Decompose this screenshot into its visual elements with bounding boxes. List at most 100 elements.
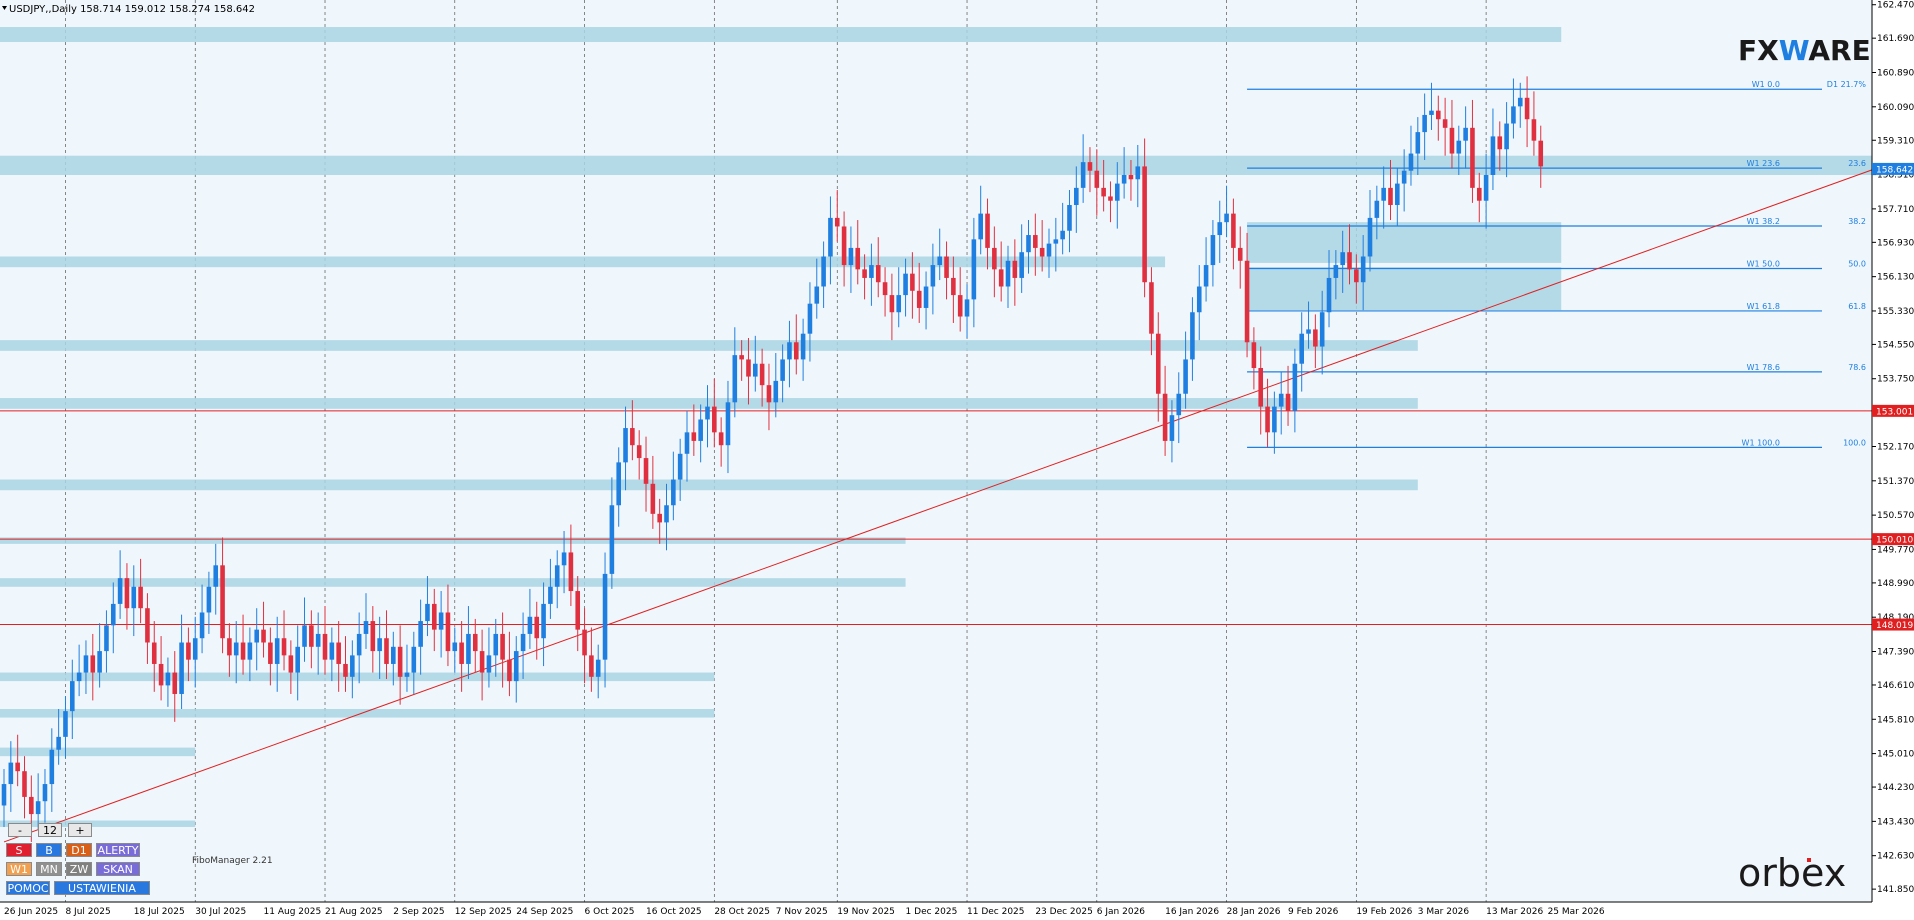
bearish-candle [1108, 196, 1113, 201]
panel-button-skan[interactable]: SKAN [96, 862, 140, 876]
zone-band [0, 537, 906, 544]
chart-background [0, 0, 1872, 902]
y-tick-label: 148.190 [1877, 613, 1914, 623]
bullish-candle [698, 419, 703, 441]
bearish-candle [1033, 235, 1038, 248]
panel-button-zw[interactable]: ZW [66, 862, 92, 876]
zone-band [0, 578, 906, 587]
bullish-candle [1326, 277, 1332, 313]
bearish-candle [916, 290, 922, 308]
bullish-candle [295, 646, 300, 673]
bullish-candle [233, 642, 239, 656]
bearish-candle [1476, 187, 1482, 201]
bearish-candle [1012, 260, 1018, 278]
panel-button-ustawienia[interactable]: USTAWIENIA [54, 881, 150, 895]
price-labels: 158.642 153.001 150.010 148.019 [1872, 162, 1914, 631]
chart-menu-triangle-icon[interactable] [2, 6, 7, 10]
bearish-candle [227, 638, 232, 656]
bullish-candle [828, 217, 833, 257]
bullish-candle [705, 406, 710, 420]
y-tick-label: 145.010 [1877, 750, 1914, 760]
fibo-level-label: W1 50.0 [1747, 259, 1780, 268]
panel-button-b[interactable]: B [36, 843, 62, 857]
bullish-candle [1224, 213, 1229, 223]
bullish-candle [677, 453, 683, 480]
price-label-text: 158.642 [1876, 165, 1913, 175]
bullish-candle [438, 612, 444, 630]
bearish-candle [1101, 187, 1106, 197]
fibo-level-value: 50.0 [1848, 259, 1866, 268]
bullish-candle [1278, 393, 1284, 407]
x-tick-label: 11 Aug 2025 [264, 907, 322, 917]
bullish-candle [1080, 162, 1086, 188]
bullish-candle [1176, 393, 1182, 416]
bearish-candle [1251, 342, 1257, 369]
bullish-candle [684, 432, 690, 454]
panel-button-mn[interactable]: MN [36, 862, 62, 876]
x-tick-label: 23 Dec 2025 [1035, 907, 1093, 917]
bearish-candle [862, 269, 867, 278]
fibo-level-label: W1 78.6 [1747, 363, 1780, 372]
bearish-candle [1087, 162, 1093, 171]
price-label-box [1872, 162, 1914, 175]
bearish-candle [1436, 110, 1441, 120]
y-tick-label: 155.330 [1877, 307, 1914, 317]
bullish-candle [800, 333, 806, 360]
bullish-candle [56, 736, 61, 750]
x-tick-label: 3 Mar 2026 [1418, 907, 1470, 917]
bullish-candle [787, 342, 792, 360]
bullish-candle [254, 629, 260, 643]
zone-band [0, 155, 1872, 175]
bearish-candle [1128, 174, 1134, 180]
bullish-candle [1019, 252, 1024, 278]
fibomanager-version: FiboManager 2.21 [192, 856, 273, 866]
panel-button-d1[interactable]: D1 [66, 843, 92, 857]
increase-button[interactable]: + [68, 823, 92, 837]
x-tick-label: 6 Jan 2026 [1097, 907, 1145, 917]
bullish-candle [903, 273, 908, 296]
bullish-candle [1, 784, 7, 806]
x-tick-label: 18 Jul 2025 [134, 907, 185, 917]
bullish-candle [971, 239, 977, 300]
bullish-candle [1408, 153, 1414, 171]
panel-button-w1[interactable]: W1 [6, 862, 32, 876]
bullish-candle [165, 672, 171, 686]
bullish-candle [1517, 97, 1523, 107]
panel-button-s[interactable]: S [6, 843, 32, 857]
bullish-candle [1046, 243, 1052, 257]
bearish-candle [1162, 393, 1168, 441]
bearish-candle [889, 295, 895, 313]
price-label-box [1872, 404, 1914, 417]
bearish-candle [281, 638, 287, 656]
count-field[interactable]: 12 [38, 823, 62, 837]
x-tick-label: 11 Dec 2025 [967, 907, 1025, 917]
bearish-candle [1244, 260, 1250, 343]
zone-band [1247, 222, 1562, 263]
bearish-candle [288, 655, 294, 673]
bullish-candle [1169, 415, 1175, 441]
bullish-candle [923, 286, 929, 308]
bullish-candle [391, 646, 396, 664]
decrease-button[interactable]: - [8, 823, 32, 837]
bearish-candle [875, 265, 881, 283]
trendline [3, 169, 1873, 843]
bullish-candle [110, 603, 116, 626]
bearish-candle [985, 213, 990, 248]
bullish-candle [179, 642, 184, 694]
bullish-candle [780, 359, 785, 381]
y-tick-label: 142.630 [1877, 852, 1914, 862]
candlesticks [1, 76, 1544, 842]
panel-button-pomoc[interactable]: POMOC [6, 881, 50, 895]
panel-button-alerty[interactable]: ALERTY [96, 843, 140, 857]
bearish-candle [855, 247, 861, 270]
bullish-candle [49, 749, 55, 785]
fibo-level-label: W1 0.0 [1752, 80, 1780, 89]
bullish-candle [104, 625, 109, 652]
bearish-candle [309, 625, 314, 647]
bullish-candle [595, 659, 601, 677]
bullish-candle [527, 616, 533, 634]
bearish-candle [1265, 406, 1270, 433]
y-tick-label: 148.990 [1877, 579, 1914, 589]
bearish-candle [336, 642, 341, 664]
